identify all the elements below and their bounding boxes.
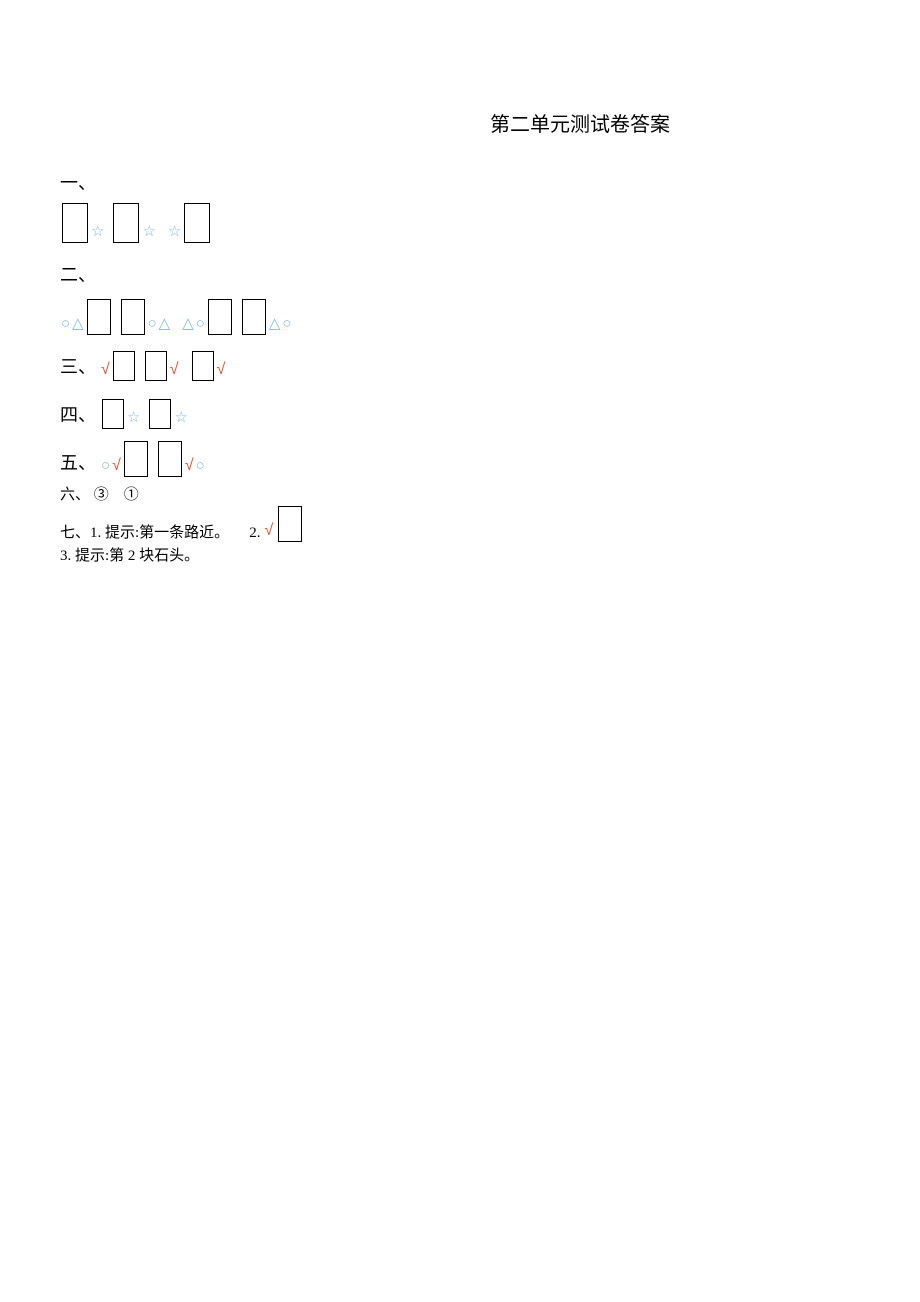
answer-box: [184, 203, 210, 243]
circle-icon: ○: [148, 316, 157, 335]
check-icon: √: [112, 457, 121, 477]
section-two-content: ○ △ ○ △ △ ○ △ ○: [60, 295, 860, 335]
label-two: 二、: [60, 261, 96, 289]
check-icon: √: [217, 361, 226, 381]
circle-icon: ○: [61, 316, 70, 335]
section-seven: 七、 1. 提示:第一条路近。 2. √: [60, 506, 860, 542]
star-icon: ☆: [91, 222, 104, 243]
answer-box: [113, 351, 135, 381]
star-icon: ☆: [174, 408, 187, 429]
circle-icon: ○: [196, 316, 205, 335]
answer-box: [158, 441, 182, 477]
label-five: 五、: [60, 449, 96, 477]
circle-icon: ○: [101, 458, 110, 477]
section-seven-q3: 3. 提示:第 2 块石头。: [60, 544, 860, 565]
section-five: 五、 ○ √ √ ○: [60, 437, 860, 477]
star-icon: ☆: [142, 222, 155, 243]
answer-box: [121, 299, 145, 335]
check-icon: √: [170, 361, 179, 381]
answer-box: [87, 299, 111, 335]
section-one-content: ☆ ☆ ☆: [60, 203, 860, 243]
section-two-label: 二、: [60, 249, 860, 289]
section-four: 四、 ☆ ☆: [60, 389, 860, 429]
circle-icon: ○: [196, 458, 205, 477]
check-icon: √: [185, 457, 194, 477]
answer-box: [149, 399, 171, 429]
answer-box: [145, 351, 167, 381]
section-three: 三、 √ √ √: [60, 341, 860, 381]
triangle-icon: △: [269, 314, 281, 335]
label-seven: 七、: [60, 521, 90, 542]
star-icon: ☆: [168, 222, 181, 243]
section-one: 一、: [60, 157, 860, 197]
answer-box: [62, 203, 88, 243]
seven-q3-text: 3. 提示:第 2 块石头。: [60, 548, 199, 564]
seven-q1: 1. 提示:第一条路近。: [90, 521, 229, 542]
answer-box: [278, 506, 302, 542]
answer-box: [124, 441, 148, 477]
label-six: 六、: [60, 487, 90, 503]
seven-q2-label: 2.: [249, 525, 260, 542]
six-answers: ③ ①: [94, 487, 139, 503]
answer-box: [113, 203, 139, 243]
star-icon: ☆: [127, 408, 140, 429]
label-three: 三、: [60, 353, 96, 381]
triangle-icon: △: [159, 314, 171, 335]
circle-icon: ○: [282, 316, 291, 335]
check-icon: √: [264, 522, 273, 542]
answer-box: [208, 299, 232, 335]
label-four: 四、: [60, 401, 96, 429]
check-icon: √: [101, 361, 110, 381]
page: 第二单元测试卷答案 一、 ☆ ☆ ☆ 二、 ○ △ ○ △ △ ○ △ ○ 三、: [0, 0, 920, 565]
triangle-icon: △: [182, 314, 194, 335]
label-one: 一、: [60, 169, 96, 197]
section-six: 六、 ③ ①: [60, 483, 860, 504]
answer-box: [242, 299, 266, 335]
answer-box: [192, 351, 214, 381]
answer-box: [102, 399, 124, 429]
page-title: 第二单元测试卷答案: [60, 108, 860, 137]
triangle-icon: △: [72, 314, 84, 335]
